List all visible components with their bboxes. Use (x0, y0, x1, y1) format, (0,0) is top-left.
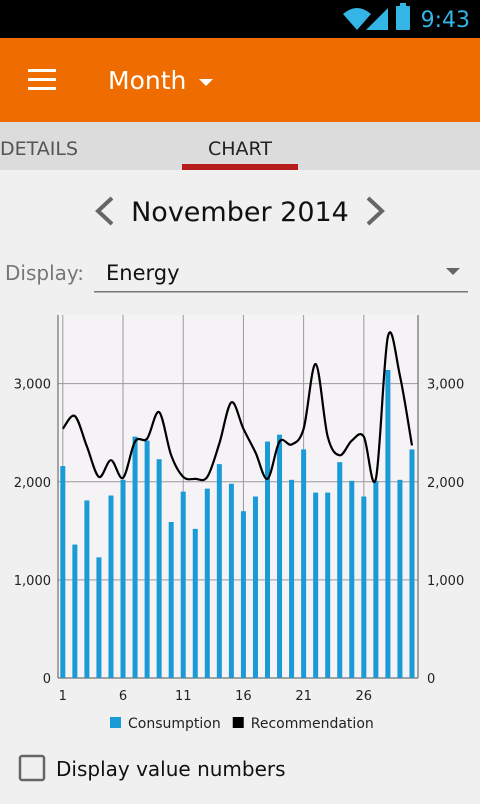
y2-tick-label: 0 (427, 672, 435, 687)
bar (361, 496, 367, 678)
toolbar (0, 38, 480, 122)
x-tick-label: 6 (119, 689, 127, 704)
legend-swatch (110, 717, 121, 728)
y-tick-label: 0 (43, 672, 51, 687)
spinner-underline (94, 291, 468, 293)
x-tick-label: 1 (59, 689, 67, 704)
bar (385, 369, 391, 678)
checkbox-label[interactable]: Display value numbers (56, 757, 286, 781)
bar (60, 466, 66, 678)
bar (409, 449, 415, 678)
bar (180, 491, 186, 678)
menu-button[interactable] (28, 69, 56, 90)
battery-tip (400, 3, 406, 7)
bar (84, 500, 90, 678)
x-tick-label: 21 (295, 689, 312, 704)
tab-indicator (182, 164, 298, 170)
battery-icon (396, 6, 410, 30)
previous-button[interactable] (95, 196, 114, 226)
legend-swatch (232, 717, 244, 728)
bar (156, 459, 162, 678)
bar (132, 436, 138, 678)
y2-tick-label: 2,000 (427, 476, 464, 491)
wifi-icon (343, 8, 371, 30)
bar (108, 495, 114, 678)
x-tick-label: 26 (356, 689, 373, 704)
bar (301, 449, 307, 678)
plot-area (58, 315, 418, 678)
x-tick-label: 11 (175, 689, 192, 704)
bar (168, 522, 174, 678)
y2-tick-label: 3,000 (427, 378, 464, 393)
bar (264, 441, 270, 678)
bar (289, 479, 295, 678)
tab[interactable]: DETAILS (0, 138, 78, 160)
bar (252, 496, 258, 678)
legend-label: Consumption (128, 716, 221, 732)
bar (313, 492, 319, 678)
x-tick-label: 16 (235, 689, 252, 704)
bar (72, 544, 78, 678)
bar (240, 511, 246, 678)
y2-tick-label: 1,000 (427, 574, 464, 589)
dropdown-arrow[interactable] (199, 79, 213, 86)
clock: 9:43 (421, 8, 470, 33)
bar (397, 479, 403, 678)
period-selector[interactable]: Month (108, 66, 186, 95)
signal-icon (366, 8, 388, 30)
bar (144, 440, 150, 678)
bar (349, 480, 355, 678)
legend-label: Recommendation (251, 716, 374, 732)
bar (325, 492, 331, 678)
tab[interactable]: CHART (208, 138, 272, 160)
bar (337, 462, 343, 678)
y-tick-label: 2,000 (14, 476, 51, 491)
checkbox[interactable] (18, 754, 46, 782)
bar (120, 479, 126, 678)
bar (228, 483, 234, 678)
y-tick-label: 3,000 (14, 378, 51, 393)
tab-bar (0, 122, 480, 170)
display-value[interactable]: Energy (106, 261, 180, 285)
bar (96, 557, 102, 678)
bar (192, 528, 198, 678)
y-tick-label: 1,000 (14, 574, 51, 589)
bar (373, 480, 379, 678)
spinner-arrow[interactable] (446, 268, 460, 275)
bar (216, 464, 222, 678)
next-button[interactable] (366, 196, 385, 226)
bar (204, 488, 210, 678)
display-label: Display: (5, 261, 84, 285)
line (61, 331, 414, 484)
bar (277, 434, 283, 678)
period-label: November 2014 (131, 197, 349, 228)
